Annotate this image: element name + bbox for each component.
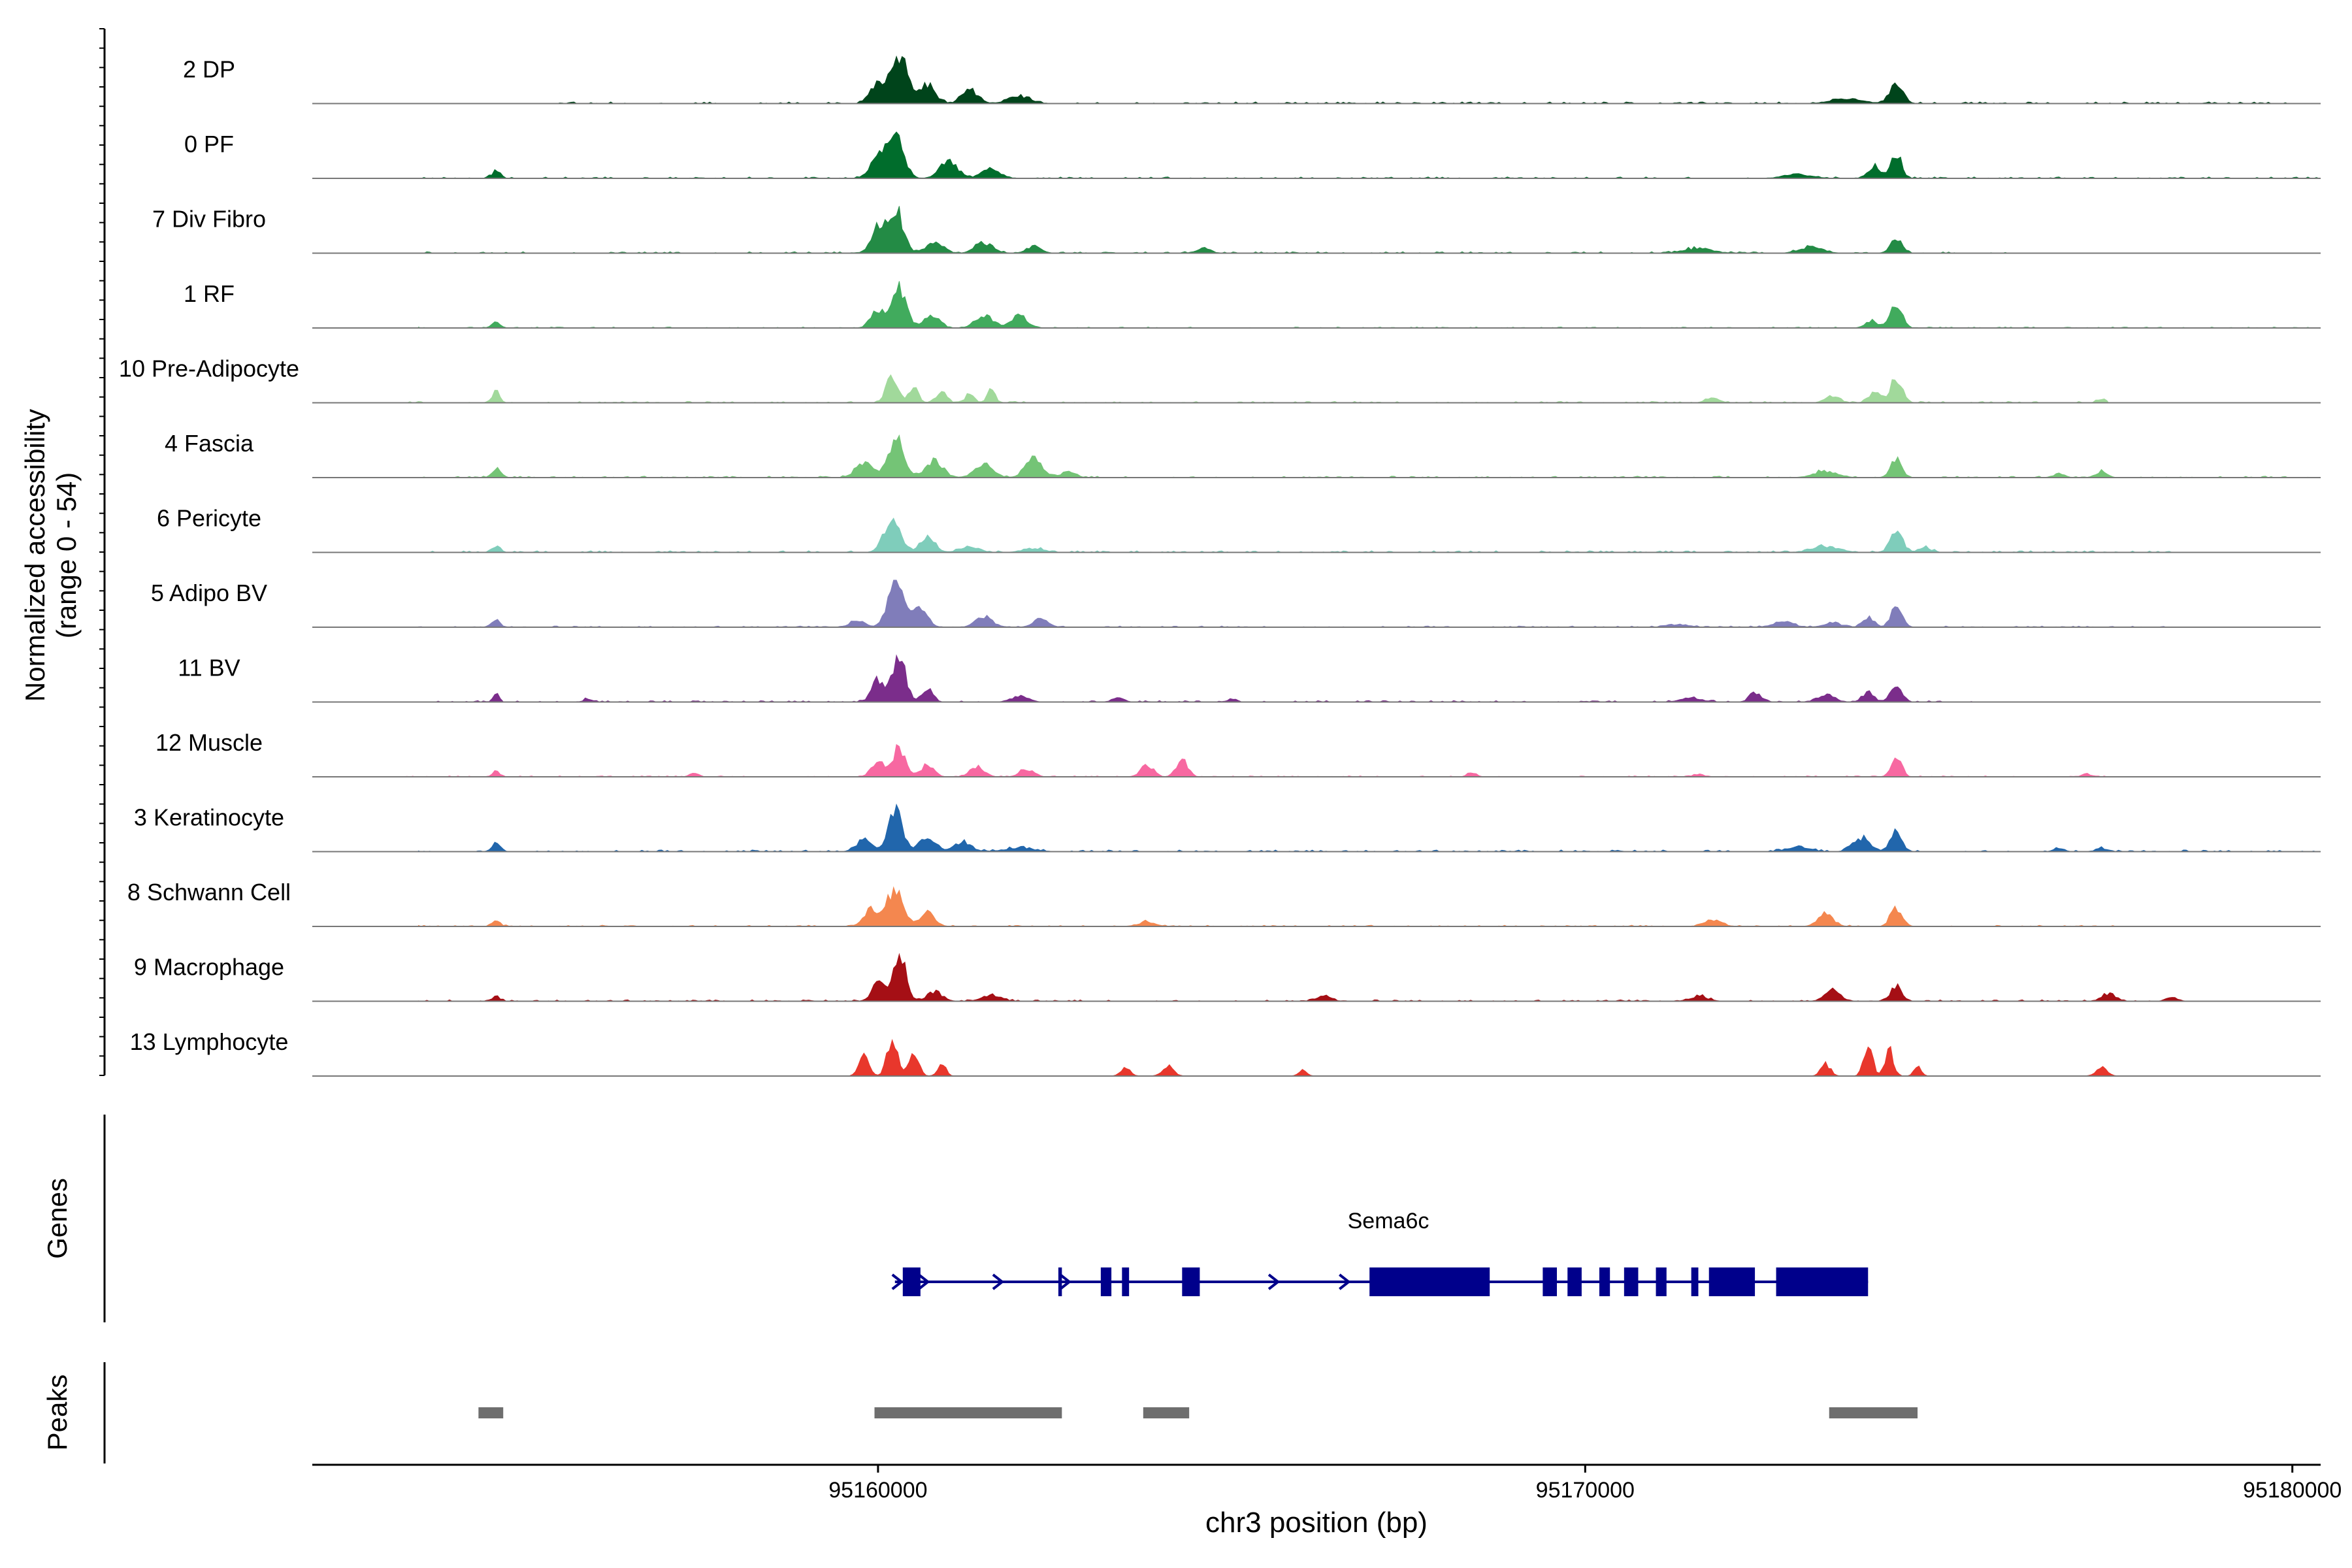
track-1: 2 DP — [183, 55, 2321, 105]
track-6: 4 Fascia — [165, 430, 2321, 478]
gene-exon — [1656, 1267, 1667, 1296]
peak-region-bar — [874, 1407, 1062, 1418]
gene-exon — [1058, 1267, 1062, 1296]
track-3: 7 Div Fibro — [152, 206, 2321, 254]
track-12: 8 Schwann Cell — [127, 879, 2321, 927]
x-tick-label: 95170000 — [1536, 1478, 1635, 1503]
gene-exon — [1776, 1267, 1869, 1296]
peak-region-bar — [478, 1407, 504, 1418]
track-14: 13 Lymphocyte — [130, 1028, 2321, 1077]
peak-region-bar — [1143, 1407, 1190, 1418]
peaks-panel: Peaks — [42, 1362, 1918, 1463]
track-11: 3 Keratinocyte — [134, 803, 2321, 853]
x-axis-title: chr3 position (bp) — [1205, 1507, 1428, 1539]
strand-arrow — [1339, 1273, 1351, 1290]
track-label: 13 Lymphocyte — [130, 1028, 289, 1055]
x-tick-label: 95160000 — [828, 1478, 927, 1503]
strand-arrow — [992, 1273, 1005, 1290]
strand-arrow — [1059, 1273, 1071, 1290]
peak-region-bar — [1829, 1407, 1918, 1418]
track-label: 0 PF — [184, 131, 234, 157]
track-label: 4 Fascia — [165, 430, 254, 457]
gene-exon — [1599, 1267, 1610, 1296]
track-label: 8 Schwann Cell — [127, 879, 291, 906]
strand-arrow — [891, 1273, 904, 1290]
gene-exon — [1691, 1267, 1699, 1296]
track-4: 1 RF — [184, 280, 2321, 329]
gene-exon — [1543, 1267, 1558, 1296]
genes-track-title: Genes — [42, 1178, 73, 1259]
track-label: 2 DP — [183, 56, 235, 83]
peak-regions — [478, 1407, 1918, 1418]
gene-exon — [1369, 1267, 1490, 1296]
x-axis: chr3 position (bp) 95160000 95170000 95180… — [312, 1463, 2342, 1539]
track-label: 7 Div Fibro — [152, 206, 266, 233]
track-label: 1 RF — [184, 280, 235, 307]
gene-exon — [1182, 1267, 1200, 1296]
track-8: 5 Adipo BV — [151, 580, 2321, 628]
track-7: 6 Pericyte — [157, 505, 2321, 553]
gene-exon — [1708, 1267, 1756, 1296]
y-axis-title-group: Normalized accessibility (range 0 - 54) — [20, 409, 82, 702]
track-9: 11 BV — [178, 654, 2321, 703]
gene-exon — [902, 1267, 921, 1296]
gene-exon — [1624, 1267, 1639, 1296]
strand-arrow — [1267, 1273, 1281, 1290]
gene-exon — [1567, 1267, 1582, 1296]
coverage-y-axis — [99, 28, 106, 1076]
track-label: 9 Macrophage — [134, 954, 284, 981]
peaks-track-title: Peaks — [42, 1375, 73, 1451]
track-10: 12 Muscle — [155, 729, 2321, 777]
track-label: 3 Keratinocyte — [134, 804, 284, 831]
track-13: 9 Macrophage — [134, 953, 2321, 1002]
track-2: 0 PF — [184, 131, 2321, 179]
gene-model — [891, 1267, 1869, 1296]
track-label: 6 Pericyte — [157, 505, 261, 532]
x-tick-label: 95180000 — [2243, 1478, 2342, 1503]
track-label: 11 BV — [178, 655, 240, 681]
strand-arrow — [918, 1273, 930, 1290]
track-label: 10 Pre-Adipocyte — [119, 355, 299, 382]
gene-exon — [1100, 1267, 1112, 1296]
track-label: 12 Muscle — [155, 729, 263, 756]
track-5: 10 Pre-Adipocyte — [119, 355, 2321, 404]
track-label: 5 Adipo BV — [151, 580, 267, 606]
gene-name-label: Sema6c — [1348, 1209, 1429, 1233]
y-axis-title: Normalized accessibility — [20, 409, 50, 702]
genes-panel: Genes Sema6c — [42, 1115, 1869, 1322]
y-axis-range: (range 0 - 54) — [51, 472, 82, 638]
coverage-tracks: 2 DP 0 PF 7 Div Fibro 1 RF 10 Pre-Adipocyte 4… — [119, 55, 2321, 1077]
gene-exon — [1122, 1267, 1130, 1296]
